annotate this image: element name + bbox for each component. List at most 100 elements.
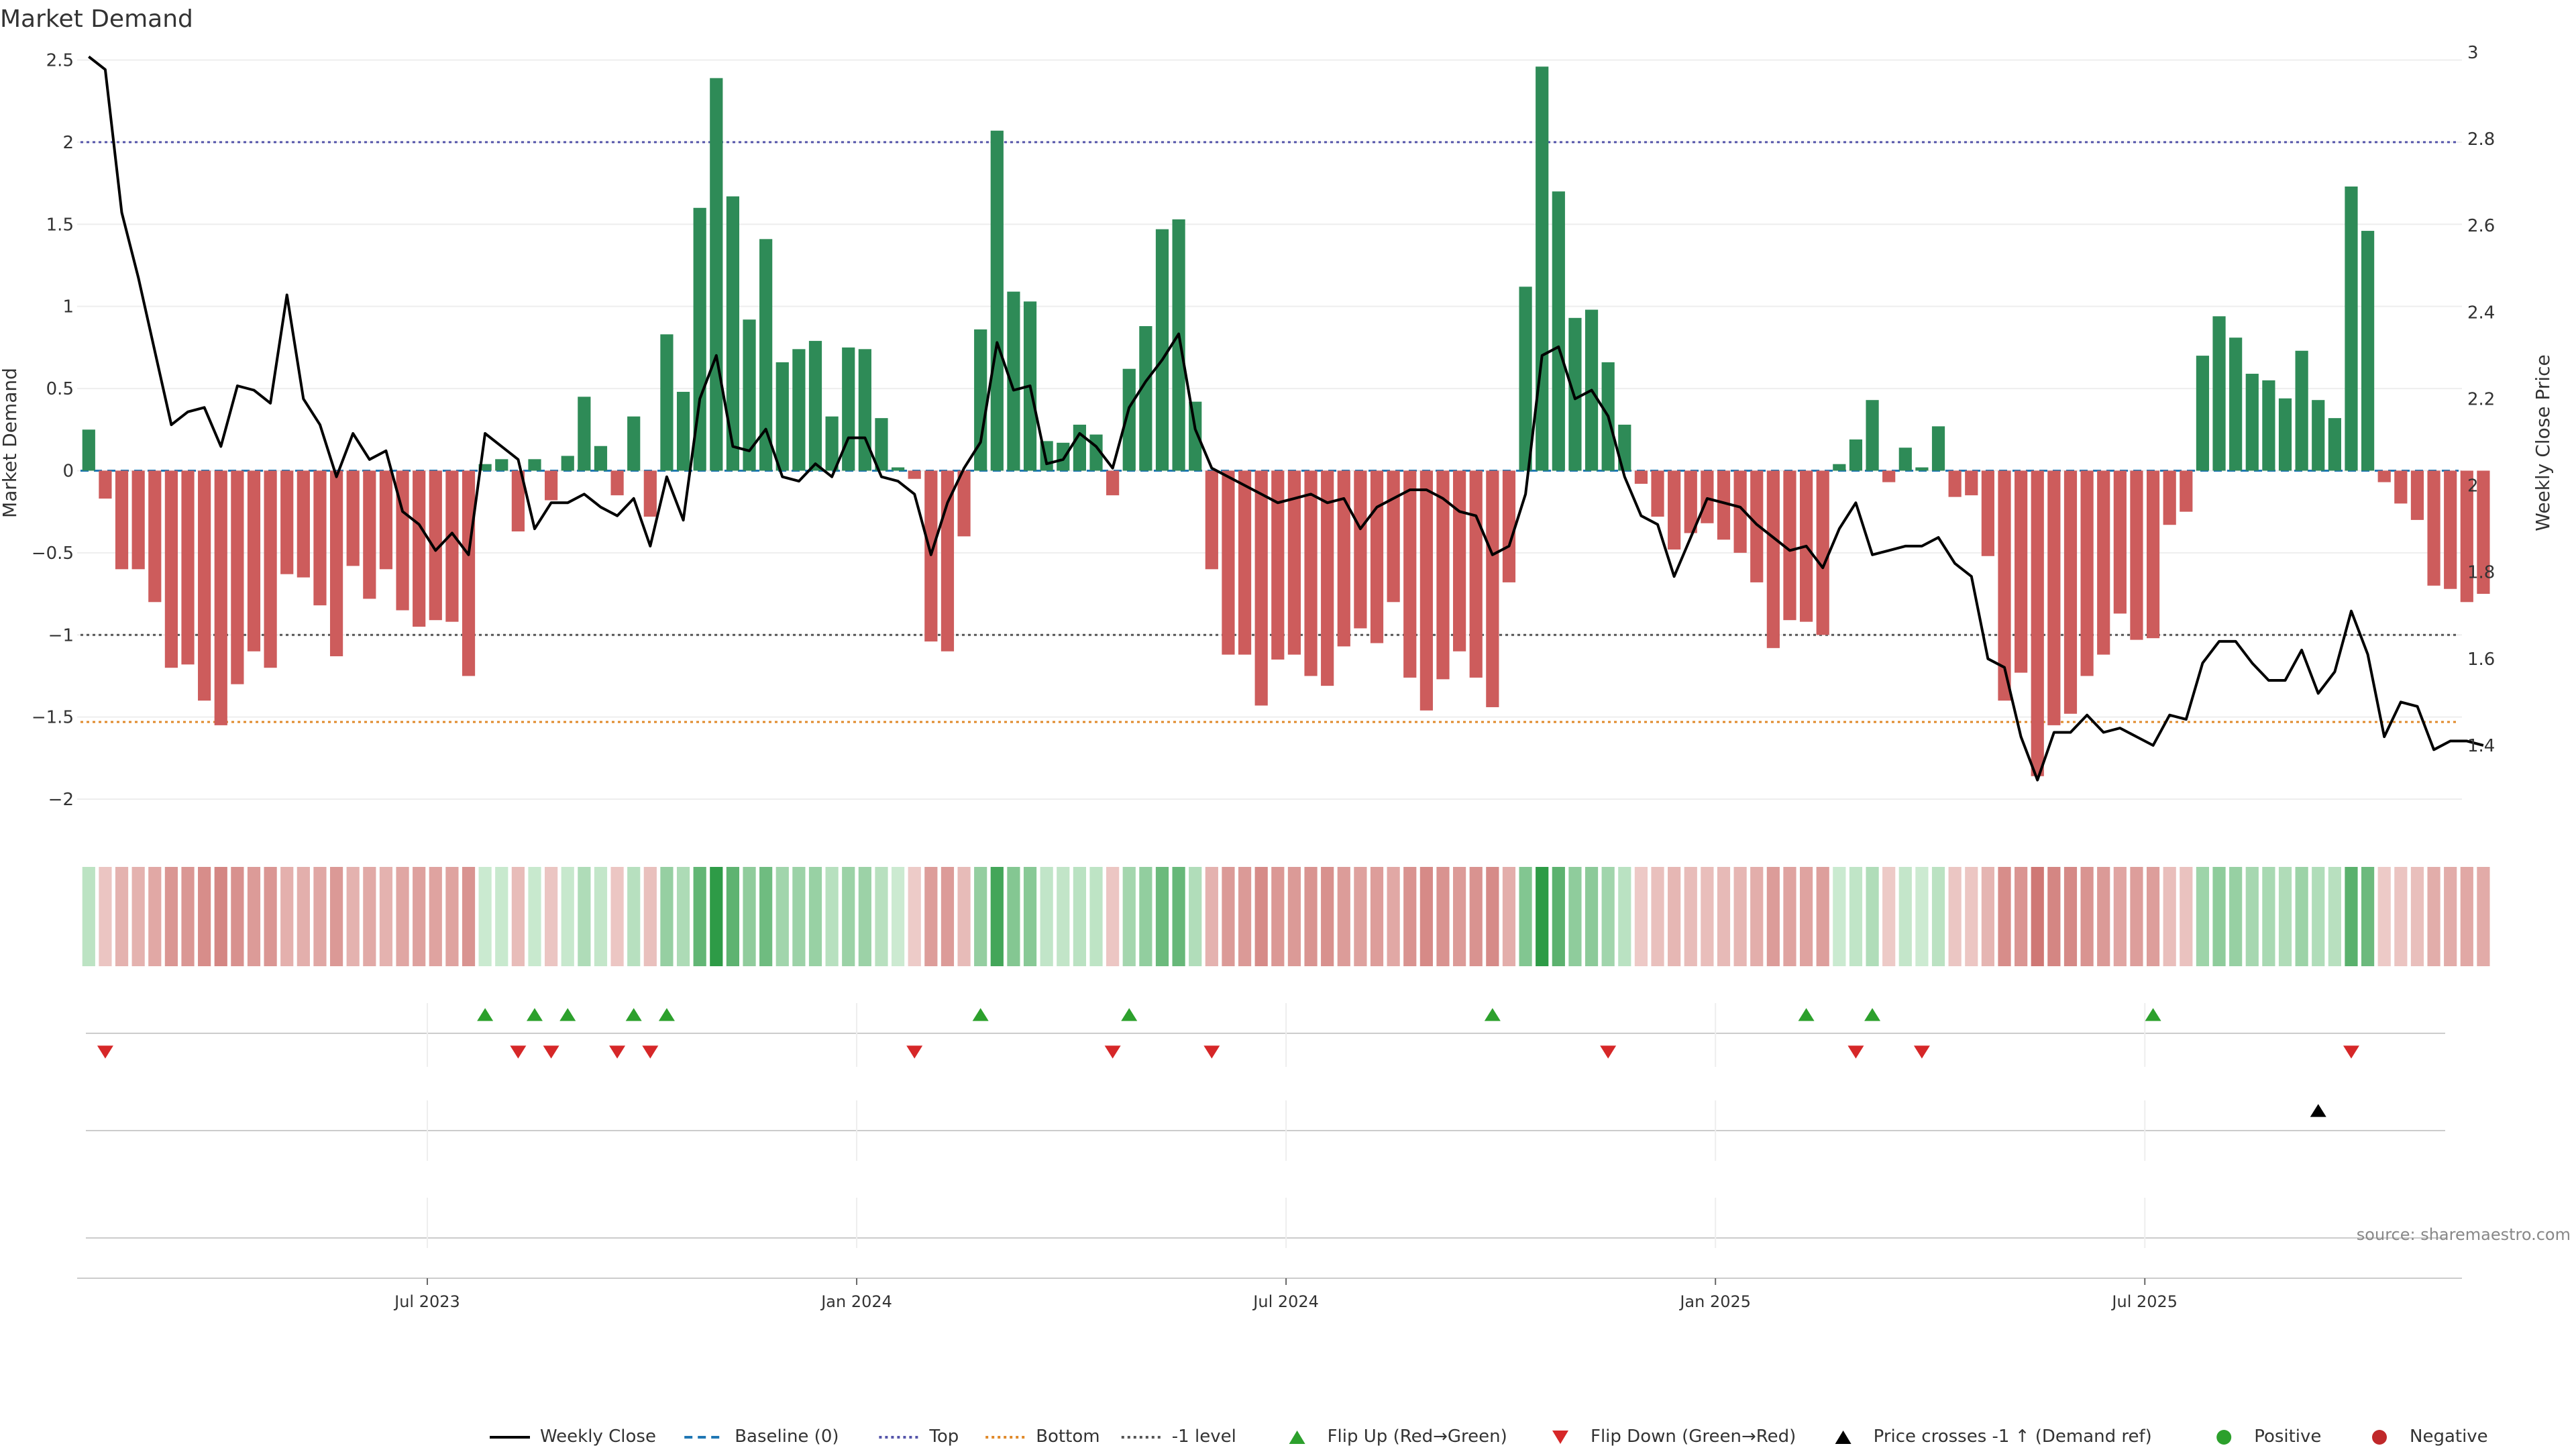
demand-bar	[1882, 470, 1896, 482]
y-tick-label: 1.5	[46, 215, 74, 235]
demand-bar	[2180, 470, 2193, 512]
heatmap-cell	[379, 867, 393, 966]
heatmap-cell	[693, 867, 706, 966]
demand-bar	[2262, 380, 2275, 471]
heatmap-cell	[858, 867, 871, 966]
demand-bar	[2477, 470, 2490, 594]
y-tick-label: −1.5	[32, 708, 74, 728]
heatmap-cell	[2427, 867, 2440, 966]
demand-bar	[329, 470, 343, 657]
demand-bar	[1205, 470, 1218, 570]
heatmap-cell	[495, 867, 508, 966]
demand-bar	[842, 347, 855, 471]
demand-bar	[264, 470, 277, 668]
demand-bar	[1370, 470, 1384, 643]
heatmap-cell	[429, 867, 442, 966]
heatmap-cell	[1733, 867, 1747, 966]
chart-title: Market Demand	[0, 5, 193, 33]
demand-bar	[1073, 424, 1086, 471]
demand-bar	[1750, 470, 1764, 582]
heatmap-cell	[891, 867, 905, 966]
flip-down-marker	[1104, 1045, 1121, 1059]
heatmap-cell	[99, 867, 112, 966]
flip-down-marker	[543, 1045, 559, 1059]
demand-bar	[941, 470, 955, 652]
demand-bar	[610, 470, 624, 496]
heatmap-cell	[1254, 867, 1268, 966]
demand-bar	[1189, 401, 1202, 471]
y-tick-label: 1	[62, 297, 74, 317]
demand-bar	[396, 470, 409, 611]
heatmap-cell	[1354, 867, 1367, 966]
legend-label: Baseline (0)	[735, 1427, 839, 1447]
demand-bar	[1007, 291, 1020, 471]
heatmap-cell	[1948, 867, 1962, 966]
demand-bar	[1816, 470, 1829, 635]
demand-bar	[247, 470, 261, 652]
demand-bar	[792, 349, 806, 471]
heatmap-cell	[1139, 867, 1152, 966]
heatmap-cell	[231, 867, 244, 966]
demand-bar	[578, 397, 591, 471]
demand-bar	[693, 207, 706, 471]
y-tick-label: 2.5	[46, 50, 74, 70]
heatmap-cell	[1436, 867, 1450, 966]
heatmap-cell	[594, 867, 608, 966]
demand-bar	[2361, 231, 2375, 471]
heatmap-cell	[1585, 867, 1599, 966]
heatmap-cell	[363, 867, 376, 966]
demand-bar	[726, 196, 740, 471]
heatmap-cell	[1469, 867, 1483, 966]
heatmap-cell	[445, 867, 459, 966]
legend-label: Top	[928, 1427, 959, 1447]
demand-bar	[858, 349, 871, 471]
y-tick-label: −0.5	[32, 543, 74, 564]
heatmap-cell	[974, 867, 987, 966]
y2-tick-label: 1.8	[2467, 563, 2495, 583]
flip-down-marker	[1203, 1045, 1220, 1059]
demand-bar	[346, 470, 360, 566]
heatmap-cell	[1816, 867, 1829, 966]
flip-down-marker	[609, 1045, 626, 1059]
heatmap-cell	[148, 867, 162, 966]
y2-tick-label: 2.6	[2467, 216, 2495, 236]
flip-up-marker	[1798, 1008, 1815, 1021]
heatmap-cell	[413, 867, 426, 966]
legend-item: -1 level	[1121, 1427, 1236, 1447]
demand-bar	[379, 470, 393, 570]
y2-tick-label: 1.4	[2467, 736, 2495, 756]
heatmap-cell	[1552, 867, 1565, 966]
heatmap-cell	[280, 867, 294, 966]
demand-bar	[1552, 191, 1565, 471]
y-tick-label: −1	[48, 625, 74, 645]
heatmap-cell	[2212, 867, 2226, 966]
flip-up-marker	[625, 1008, 642, 1021]
demand-bar	[1668, 470, 1681, 550]
demand-bar	[2015, 470, 2028, 673]
heatmap-cell	[726, 867, 740, 966]
legend-swatch	[2216, 1430, 2232, 1445]
demand-bar	[413, 470, 426, 627]
demand-bar	[1321, 470, 1334, 686]
demand-bar	[908, 470, 921, 479]
demand-bar	[297, 470, 310, 578]
demand-bar	[1172, 219, 1185, 471]
flip-up-marker	[477, 1008, 494, 1021]
demand-bar	[1833, 464, 1846, 471]
heatmap-cell	[1007, 867, 1020, 966]
heatmap-cell	[164, 867, 178, 966]
source-credit: source: sharemaestro.com	[2357, 1225, 2571, 1244]
heatmap-cell	[1089, 867, 1103, 966]
heatmap-cell	[2031, 867, 2044, 966]
heatmap-cell	[1205, 867, 1218, 966]
demand-bar	[2080, 470, 2094, 676]
heatmap-cell	[2130, 867, 2143, 966]
demand-bar	[148, 470, 162, 603]
heatmap-cell	[313, 867, 327, 966]
x-tick-label: Jan 2025	[1678, 1292, 1751, 1311]
demand-bar	[1536, 66, 1549, 471]
heatmap-cell	[759, 867, 773, 966]
legend-item: Positive	[2216, 1427, 2321, 1447]
demand-bar	[825, 416, 839, 471]
